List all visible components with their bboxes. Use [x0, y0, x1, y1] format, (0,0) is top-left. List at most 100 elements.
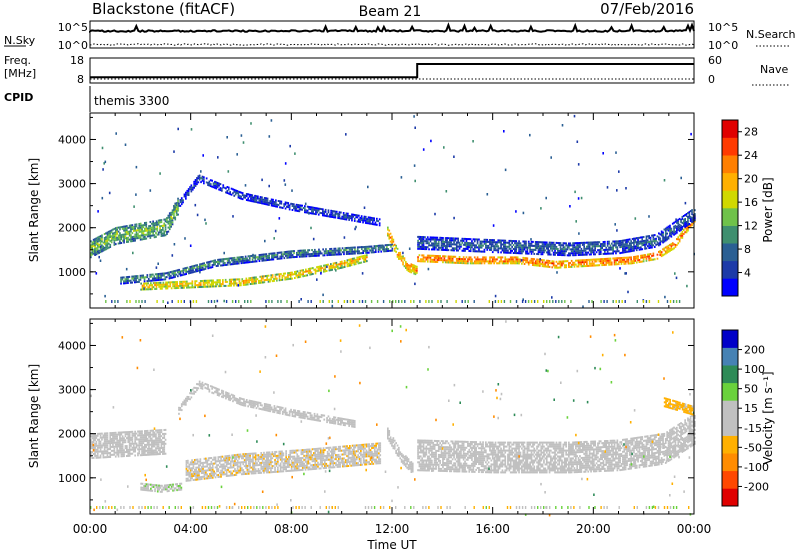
scatter-cell	[270, 276, 273, 279]
scatter-cell	[653, 246, 656, 248]
scatter-cell	[469, 262, 472, 265]
scatter-cell	[258, 280, 260, 282]
scatter-cell	[467, 248, 469, 250]
scatter-cell	[432, 242, 435, 245]
scatter-cell	[330, 213, 332, 216]
scatter-cell	[222, 186, 225, 189]
scatter-cell	[454, 237, 457, 240]
scatter-cell	[178, 270, 180, 273]
scatter-cell	[479, 262, 482, 265]
scatter-cell	[554, 251, 556, 254]
scatter-cell	[435, 246, 437, 249]
scatter-cell	[196, 470, 199, 473]
scatter-cell	[117, 230, 120, 233]
scatter-cell	[94, 439, 96, 441]
scatter-cell	[485, 244, 487, 247]
scatter-cell	[496, 245, 498, 248]
scatter-cell	[161, 274, 164, 277]
scatter-cell	[374, 247, 377, 250]
scatter-cell	[295, 205, 298, 208]
scatter-cell	[216, 281, 219, 284]
scatter-cell	[417, 243, 419, 246]
scatter-cell	[119, 449, 121, 452]
scatter-cell	[194, 182, 197, 185]
scatter-cell	[655, 237, 657, 240]
scatter-cell	[146, 451, 149, 454]
scatter-cell	[222, 283, 224, 285]
scatter-cell	[286, 300, 288, 303]
scatter-cell	[604, 248, 606, 251]
scatter-cell	[95, 456, 98, 459]
scatter-cell	[127, 230, 130, 233]
scatter-cell	[141, 286, 144, 289]
scatter-cell	[455, 300, 457, 303]
scatter-cell	[110, 440, 113, 442]
scatter-cell	[443, 255, 446, 258]
scatter-cell	[497, 251, 500, 254]
scatter-cell	[656, 243, 659, 246]
scatter-cell	[126, 239, 128, 241]
scatter-cell	[97, 210, 99, 213]
scatter-cell	[199, 282, 202, 284]
scatter-cell	[130, 444, 132, 447]
scatter-cell	[101, 244, 103, 247]
scatter-cell	[174, 216, 177, 219]
scatter-cell	[333, 216, 335, 219]
scatter-cell	[310, 226, 312, 230]
scatter-cell	[309, 269, 311, 272]
scatter-cell	[336, 267, 339, 270]
scatter-cell	[114, 300, 116, 303]
scatter-cell	[127, 278, 129, 280]
scatter-cell	[623, 243, 626, 246]
scatter-cell	[106, 442, 109, 445]
scatter-cell	[673, 227, 675, 230]
scatter-cell	[215, 183, 218, 186]
scatter-cell	[410, 263, 413, 266]
scatter-cell	[94, 446, 96, 449]
scatter-cell	[146, 431, 149, 434]
power-scatter-cells	[90, 114, 696, 308]
scatter-cell	[562, 252, 565, 255]
scatter-cell	[209, 465, 211, 468]
scatter-cell	[429, 258, 432, 261]
scatter-cell	[666, 228, 668, 231]
scatter-cell	[559, 246, 562, 249]
scatter-cell	[282, 253, 284, 256]
scatter-cell	[144, 451, 146, 454]
scatter-cell	[555, 251, 558, 254]
scatter-cell	[203, 475, 206, 478]
scatter-cell	[156, 273, 158, 276]
scatter-cell	[321, 266, 324, 269]
scatter-cell	[191, 467, 193, 470]
scatter-cell	[316, 278, 318, 281]
scatter-cell	[315, 252, 318, 255]
scatter-cell	[626, 240, 628, 243]
scatter-cell	[113, 243, 116, 246]
scatter-cell	[121, 225, 124, 228]
scatter-cell	[504, 239, 507, 242]
scatter-cell	[165, 488, 167, 491]
scatter-cell	[106, 450, 109, 453]
scatter-cell	[525, 244, 527, 247]
scatter-cell	[539, 247, 541, 250]
scatter-cell	[210, 300, 213, 303]
scatter-cell	[507, 241, 509, 244]
scatter-cell	[248, 261, 251, 264]
scatter-cell	[351, 215, 353, 218]
scatter-cell	[460, 245, 462, 248]
scatter-cell	[433, 240, 436, 243]
scatter-cell	[623, 251, 626, 254]
scatter-cell	[148, 431, 150, 434]
scatter-cell	[619, 244, 621, 247]
colorbar-block	[722, 225, 738, 244]
scatter-cell	[682, 215, 685, 217]
scatter-cell	[376, 217, 378, 220]
scatter-cell	[96, 432, 99, 435]
scatter-cell	[562, 262, 565, 265]
scatter-cell	[134, 233, 136, 236]
scatter-cell	[196, 474, 199, 477]
scatter-cell	[323, 268, 325, 271]
scatter-cell	[616, 257, 619, 260]
scatter-cell	[219, 260, 222, 263]
scatter-cell	[599, 260, 602, 263]
